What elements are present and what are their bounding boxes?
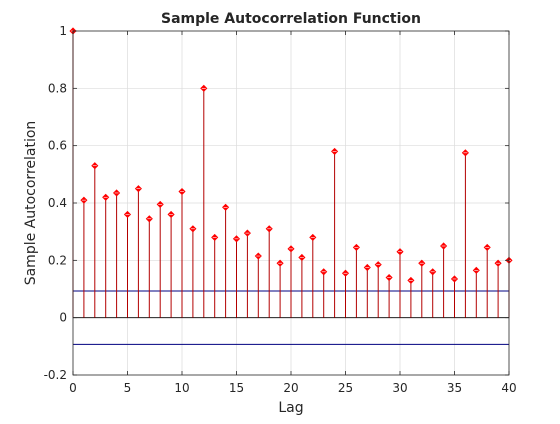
- y-tick-label: -0.2: [44, 368, 67, 382]
- chart-title: Sample Autocorrelation Function: [161, 11, 421, 27]
- stem-marker: [113, 189, 121, 197]
- stem-marker: [178, 187, 186, 196]
- y-tick-label: 0.8: [48, 81, 67, 95]
- x-tick-label: 30: [392, 381, 407, 395]
- stem-marker: [200, 84, 208, 92]
- stem-marker: [145, 215, 153, 223]
- x-tick-label: 20: [283, 381, 298, 395]
- stem-marker: [243, 229, 251, 237]
- x-tick-label: 25: [338, 381, 353, 395]
- x-tick-label: 5: [124, 381, 132, 395]
- stem-marker: [440, 242, 448, 250]
- y-tick-label: 0.4: [48, 196, 67, 210]
- stem-marker: [80, 196, 88, 204]
- stem-marker: [429, 268, 437, 276]
- y-axis-label: Sample Autocorrelation: [23, 121, 39, 286]
- stem-marker: [385, 273, 393, 282]
- stem-marker: [450, 275, 459, 283]
- stem-marker: [265, 225, 273, 233]
- x-tick-label: 35: [447, 381, 462, 395]
- stem-marker: [298, 253, 306, 262]
- stem-marker: [374, 261, 382, 269]
- y-tick-label: 0.6: [48, 139, 67, 153]
- stem-marker: [331, 147, 339, 155]
- stem-marker: [461, 149, 469, 157]
- stem-marker: [134, 185, 142, 193]
- stem-marker: [254, 252, 262, 260]
- markers: [69, 27, 513, 284]
- stem-marker: [91, 162, 99, 170]
- stem-marker: [352, 243, 360, 251]
- stem-marker: [320, 268, 328, 276]
- stem-marker: [276, 259, 284, 267]
- x-axis-label: Lag: [278, 400, 303, 416]
- x-tick-label: 0: [69, 381, 77, 395]
- x-tick-label: 40: [501, 381, 516, 395]
- y-tick-label: 1: [59, 24, 67, 38]
- stem-marker: [156, 200, 164, 208]
- stem-marker: [309, 233, 317, 241]
- stem-marker: [232, 235, 241, 243]
- stem-marker: [341, 269, 350, 277]
- y-tick-label: 0: [59, 311, 67, 325]
- x-tick-label: 10: [174, 381, 189, 395]
- stem-marker: [407, 276, 415, 284]
- stem-marker: [494, 259, 502, 267]
- stem-marker: [123, 210, 132, 219]
- stem-marker: [418, 259, 426, 267]
- stem-marker: [167, 210, 175, 219]
- x-tick-label: 15: [229, 381, 244, 395]
- stem-marker: [483, 243, 491, 251]
- stem-marker: [363, 263, 371, 272]
- x-ticks: 0 5 10 15 20 25 30 35 40: [69, 31, 517, 395]
- stem-marker: [472, 266, 480, 274]
- stem-marker: [222, 203, 230, 211]
- stem-marker: [211, 233, 219, 241]
- stem-marker: [102, 193, 110, 201]
- stem-marker: [287, 245, 295, 253]
- stem-marker: [396, 248, 404, 256]
- y-tick-label: 0.2: [48, 253, 67, 267]
- y-ticks: -0.2 0 0.2 0.4 0.6 0.8 1: [44, 24, 509, 382]
- stem-marker: [189, 225, 197, 233]
